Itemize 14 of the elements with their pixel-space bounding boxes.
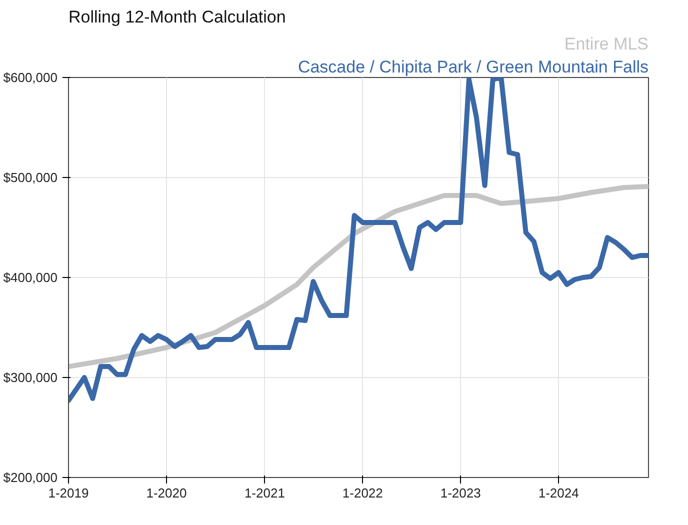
x-tick-label: 1-2020 (146, 486, 187, 500)
x-tick-label: 1-2023 (440, 486, 481, 500)
text: Entire MLS (564, 34, 649, 54)
y-tick-label: $400,000 (3, 270, 58, 285)
y-tick-label: $300,000 (3, 370, 58, 385)
chart-title: Rolling 12-Month Calculation (68, 8, 286, 26)
series-label: Cascade / Chipita Park / Green Mountain Falls (298, 58, 649, 76)
x-tick-label: 1-2024 (538, 486, 579, 500)
x-tick-label: 1-2022 (342, 486, 383, 500)
y-tick-label: $500,000 (3, 170, 58, 185)
x-tick-label: 1-2019 (48, 486, 89, 500)
x-tick-label: 1-2021 (244, 486, 285, 500)
y-tick-label: $600,000 (3, 70, 58, 85)
y-tick-label: $200,000 (3, 470, 58, 485)
